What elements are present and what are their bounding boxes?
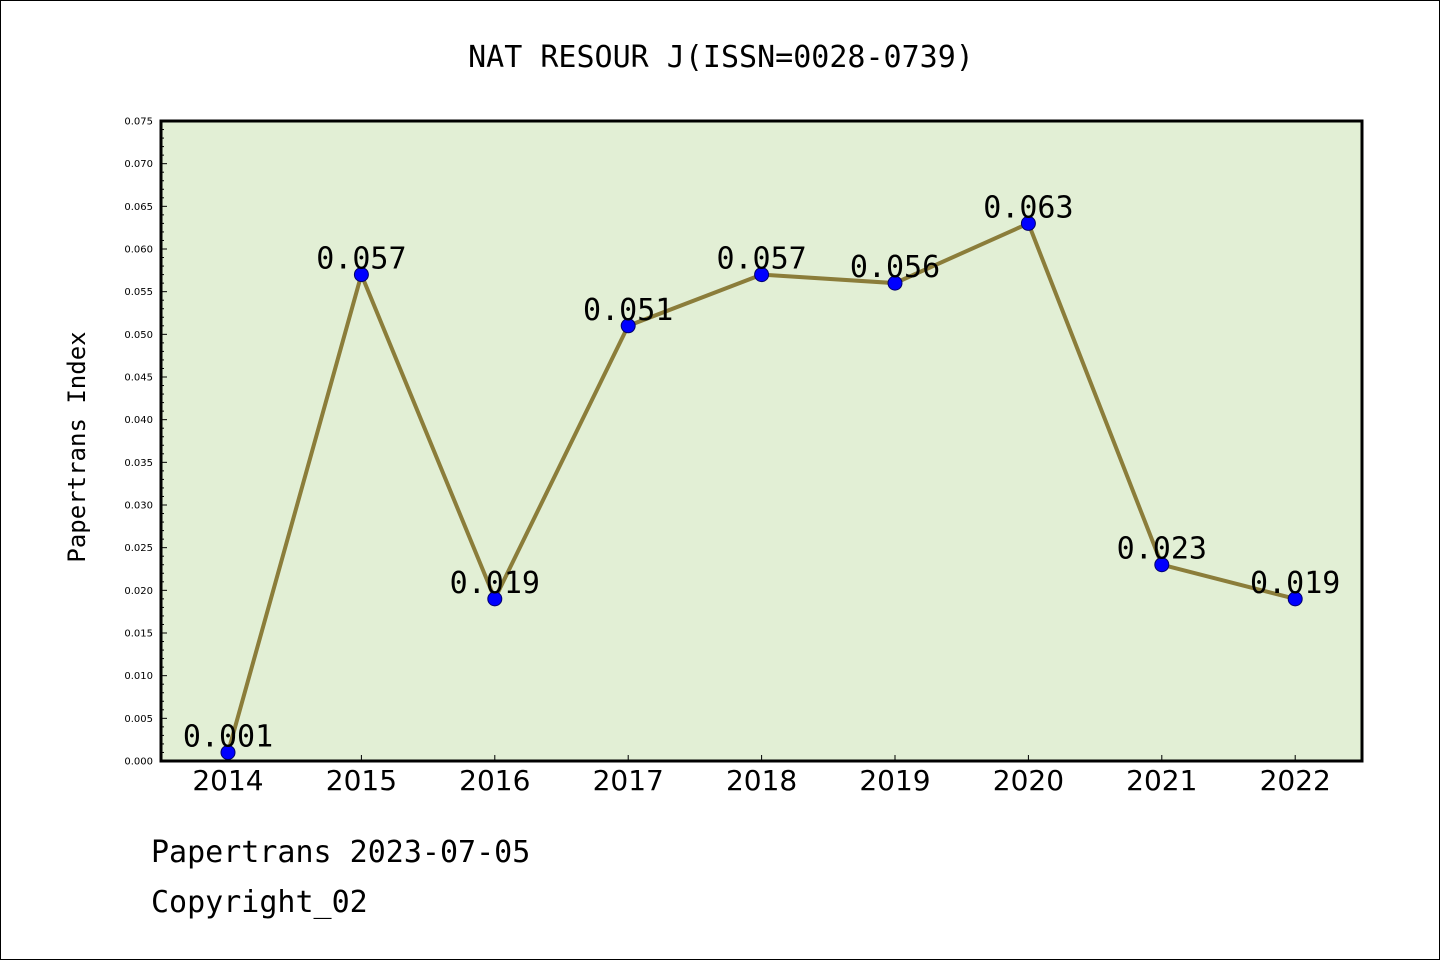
- plot-frame: [159, 119, 1364, 763]
- data-point: [1287, 591, 1303, 607]
- y-tick-label: 0.000: [124, 757, 153, 768]
- footer-copyright-text: Copyright_02: [151, 885, 368, 920]
- y-axis-label: Papertrans Index: [63, 331, 91, 562]
- data-label: 0.057: [716, 242, 806, 277]
- footer-date-text: Papertrans 2023-07-05: [151, 835, 531, 870]
- x-tick-label: 2014: [192, 764, 263, 797]
- y-tick-label: 0.030: [124, 501, 153, 512]
- data-label: 0.023: [1117, 532, 1207, 567]
- y-tick-label: 0.070: [124, 159, 153, 170]
- data-label: 0.057: [316, 242, 406, 277]
- data-point: [1020, 215, 1036, 231]
- data-label: 0.019: [450, 566, 540, 601]
- data-point: [620, 318, 636, 334]
- y-tick-label: 0.060: [124, 245, 153, 256]
- data-point: [1154, 557, 1170, 573]
- y-tick-label: 0.065: [124, 202, 153, 213]
- data-point: [220, 744, 236, 760]
- y-tick-label: 0.035: [124, 458, 153, 469]
- y-tick-label: 0.025: [124, 543, 153, 554]
- y-tick-label: 0.050: [124, 330, 153, 341]
- chart-title: NAT RESOUR J(ISSN=0028-0739): [468, 40, 974, 75]
- x-tick-label: 2021: [1126, 764, 1197, 797]
- y-tick-label: 0.010: [124, 671, 153, 682]
- y-tick-label: 0.045: [124, 373, 153, 384]
- x-tick-label: 2018: [726, 764, 797, 797]
- data-label: 0.063: [983, 190, 1073, 225]
- y-tick-label: 0.040: [124, 415, 153, 426]
- x-tick-label: 2020: [993, 764, 1064, 797]
- data-label: 0.056: [850, 250, 940, 285]
- x-tick-label: 2019: [859, 764, 930, 797]
- data-label: 0.051: [583, 293, 673, 328]
- y-tick-label: 0.055: [124, 287, 153, 298]
- plot-area-background: [161, 121, 1362, 761]
- data-label: 0.001: [183, 719, 273, 754]
- y-tick-label: 0.015: [124, 629, 153, 640]
- data-point: [754, 267, 770, 283]
- y-tick-label: 0.020: [124, 586, 153, 597]
- x-tick-label: 2015: [326, 764, 397, 797]
- x-tick-label: 2016: [459, 764, 530, 797]
- x-tick-label: 2017: [593, 764, 664, 797]
- x-tick-label: 2022: [1260, 764, 1331, 797]
- data-point: [887, 275, 903, 291]
- y-tick-label: 0.005: [124, 714, 153, 725]
- data-point: [353, 267, 369, 283]
- data-point: [487, 591, 503, 607]
- data-label: 0.019: [1250, 566, 1340, 601]
- y-tick-label: 0.075: [124, 117, 153, 128]
